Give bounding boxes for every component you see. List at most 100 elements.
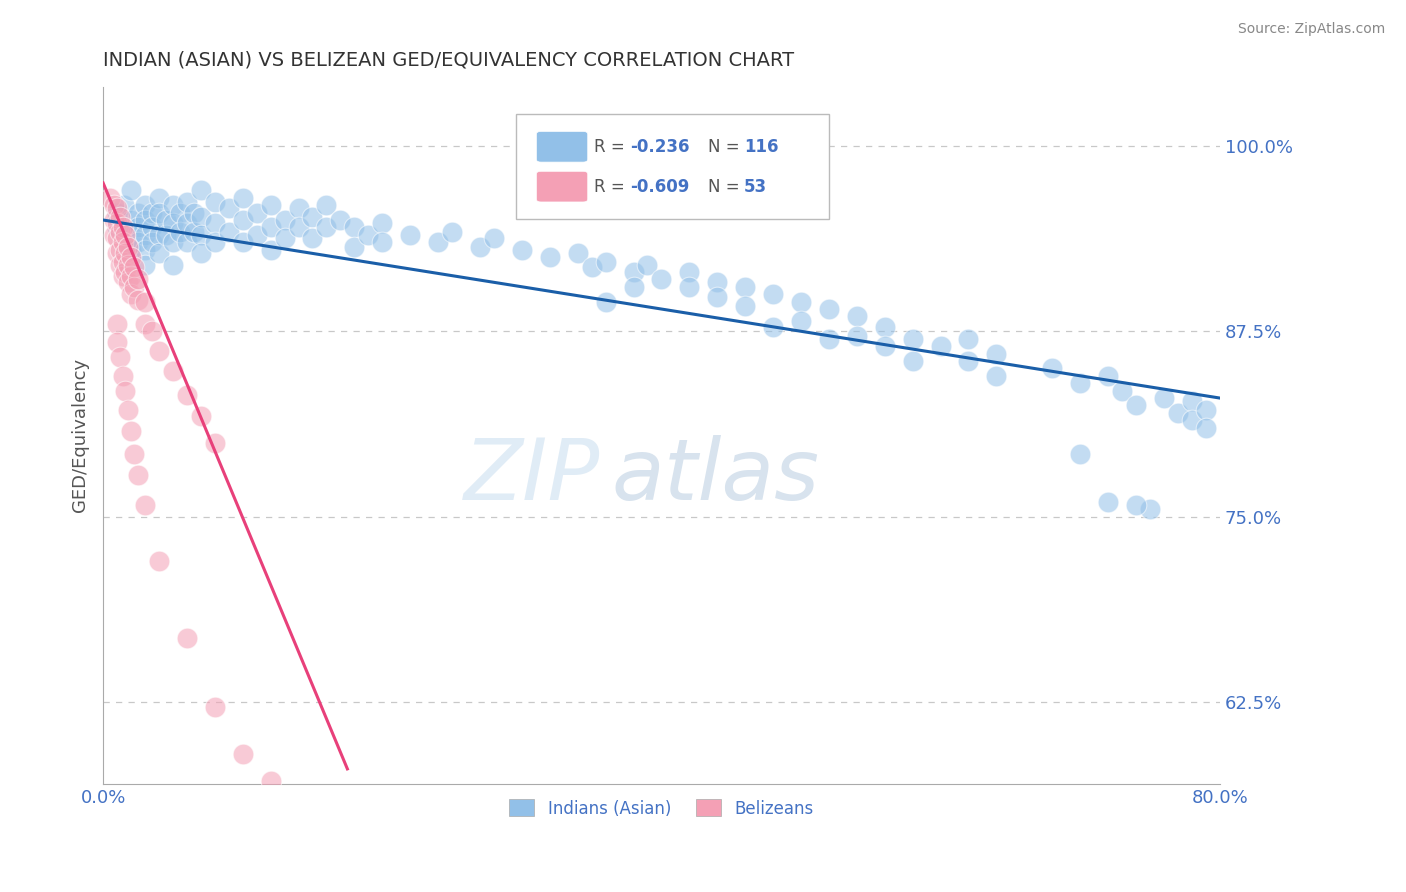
FancyBboxPatch shape: [536, 171, 588, 202]
Point: [176, 632, 198, 646]
Point: [111, 269, 134, 284]
Text: atlas: atlas: [612, 435, 820, 518]
Point: [204, 235, 226, 250]
Point: [301, 210, 323, 224]
Point: [162, 198, 184, 212]
Point: [623, 265, 645, 279]
Point: [190, 183, 212, 197]
Point: [105, 216, 128, 230]
Point: [105, 201, 128, 215]
Point: [134, 258, 156, 272]
Point: [329, 213, 352, 227]
Point: [190, 210, 212, 224]
Point: [120, 183, 142, 197]
Point: [117, 258, 139, 272]
Point: [678, 265, 700, 279]
FancyBboxPatch shape: [536, 131, 588, 162]
Point: [343, 240, 366, 254]
Point: [595, 294, 617, 309]
Point: [357, 227, 380, 242]
Point: [623, 280, 645, 294]
Point: [155, 213, 177, 227]
Point: [315, 220, 337, 235]
Point: [1181, 413, 1204, 427]
Point: [176, 388, 198, 402]
Point: [148, 554, 170, 568]
Point: [169, 225, 191, 239]
Point: [190, 245, 212, 260]
Point: [427, 235, 450, 250]
Point: [1195, 420, 1218, 434]
Point: [273, 213, 295, 227]
Point: [1181, 394, 1204, 409]
Point: [120, 250, 142, 264]
Point: [155, 227, 177, 242]
Point: [162, 364, 184, 378]
Point: [114, 245, 136, 260]
Point: [1139, 502, 1161, 516]
Point: [141, 205, 163, 219]
Point: [111, 220, 134, 235]
Point: [845, 310, 868, 324]
Point: [901, 332, 924, 346]
Point: [273, 231, 295, 245]
Point: [232, 235, 254, 250]
Point: [232, 191, 254, 205]
Point: [1153, 391, 1175, 405]
Point: [108, 210, 131, 224]
Point: [259, 773, 281, 788]
Point: [259, 198, 281, 212]
Point: [1167, 406, 1189, 420]
Point: [1069, 376, 1091, 391]
Point: [105, 317, 128, 331]
Point: [1125, 498, 1147, 512]
Point: [108, 258, 131, 272]
Point: [734, 299, 756, 313]
Text: INDIAN (ASIAN) VS BELIZEAN GED/EQUIVALENCY CORRELATION CHART: INDIAN (ASIAN) VS BELIZEAN GED/EQUIVALEN…: [103, 51, 794, 70]
Point: [105, 245, 128, 260]
Point: [371, 235, 394, 250]
Point: [901, 354, 924, 368]
Point: [218, 225, 240, 239]
Point: [371, 216, 394, 230]
Point: [148, 343, 170, 358]
Point: [790, 314, 813, 328]
Point: [105, 220, 128, 235]
Point: [120, 269, 142, 284]
Point: [103, 213, 125, 227]
Point: [176, 235, 198, 250]
Point: [169, 205, 191, 219]
Point: [105, 231, 128, 245]
Point: [120, 243, 142, 257]
Point: [706, 276, 728, 290]
Point: [127, 220, 149, 235]
Point: [114, 384, 136, 398]
Point: [204, 216, 226, 230]
Text: N =: N =: [709, 137, 745, 156]
Point: [122, 260, 145, 275]
Point: [1040, 361, 1063, 376]
Point: [162, 258, 184, 272]
Point: [103, 227, 125, 242]
Point: [111, 235, 134, 250]
Point: [287, 220, 309, 235]
Point: [117, 240, 139, 254]
Point: [1125, 399, 1147, 413]
FancyBboxPatch shape: [516, 114, 830, 219]
Point: [762, 319, 785, 334]
Text: -0.609: -0.609: [630, 178, 689, 195]
Point: [678, 280, 700, 294]
Point: [957, 332, 980, 346]
Point: [162, 216, 184, 230]
Point: [287, 201, 309, 215]
Point: [141, 235, 163, 250]
Point: [108, 350, 131, 364]
Point: [343, 220, 366, 235]
Point: [108, 225, 131, 239]
Point: [120, 227, 142, 242]
Point: [1195, 403, 1218, 417]
Point: [183, 225, 205, 239]
Point: [567, 245, 589, 260]
Point: [117, 276, 139, 290]
Text: 53: 53: [744, 178, 768, 195]
